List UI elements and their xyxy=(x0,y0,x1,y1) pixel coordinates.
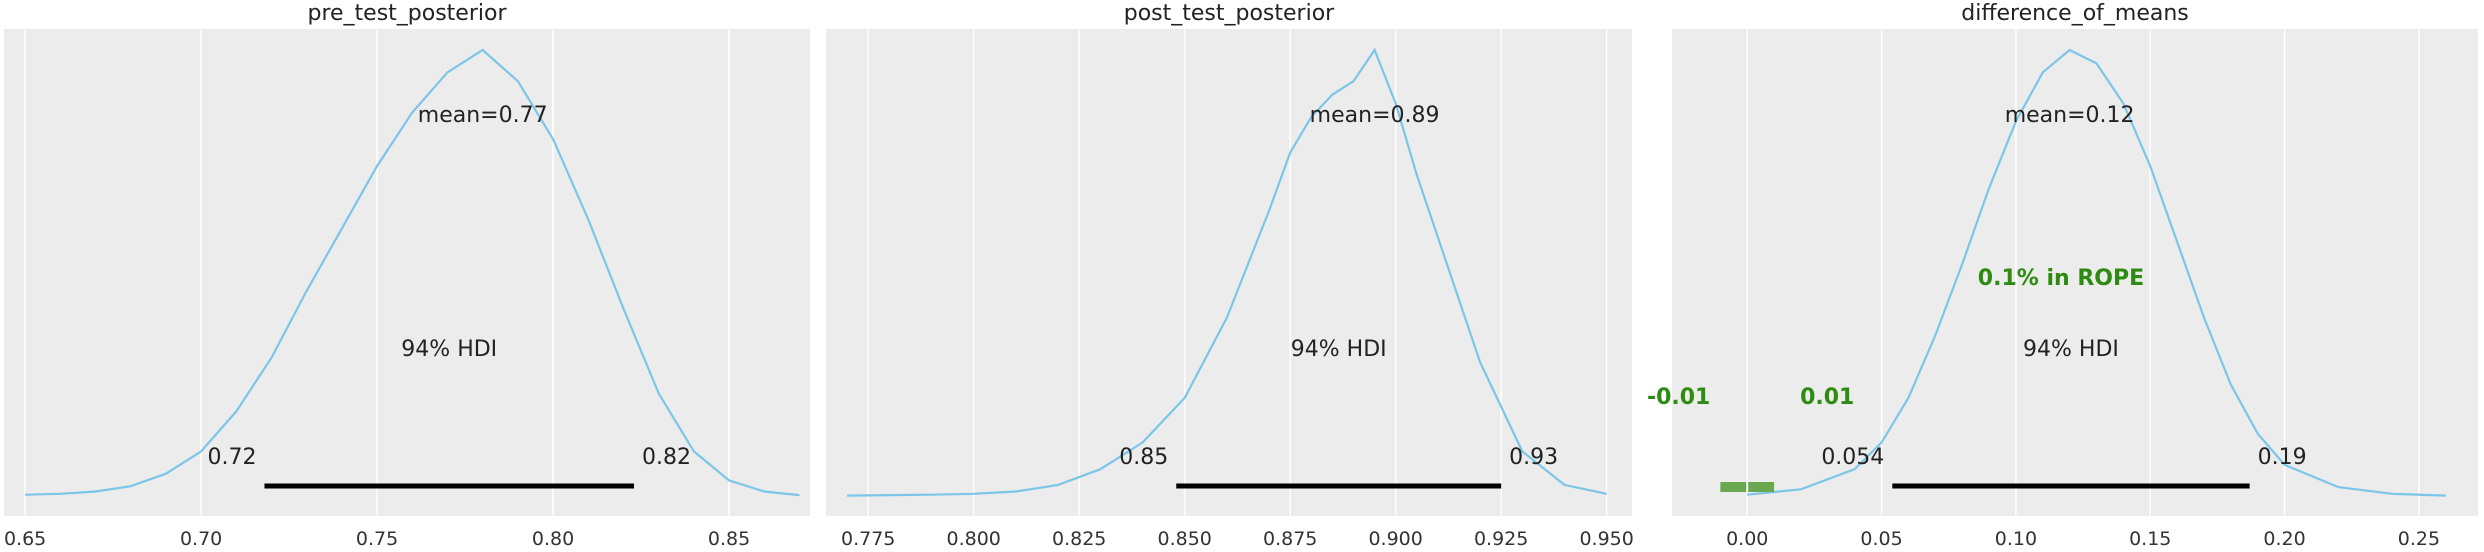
rope-percentage-label: 0.1% in ROPE xyxy=(1978,266,2144,291)
x-tick-label: 0.850 xyxy=(1157,528,1211,550)
hdi-low-label: 0.72 xyxy=(207,445,256,470)
x-tick-label: 0.05 xyxy=(1860,528,1902,550)
hdi-label: 94% HDI xyxy=(2023,337,2119,362)
x-tick-label: 0.75 xyxy=(356,528,398,550)
x-tick-label: 0.900 xyxy=(1368,528,1422,550)
hdi-high-label: 0.19 xyxy=(2258,445,2307,470)
rope-low-label: -0.01 xyxy=(1647,385,1710,410)
x-tick-label: 0.15 xyxy=(2129,528,2171,550)
x-tick-label: 0.950 xyxy=(1579,528,1633,550)
x-tick-label: 0.65 xyxy=(4,528,46,550)
hdi-low-label: 0.054 xyxy=(1821,445,1884,470)
x-tick-label: 0.70 xyxy=(180,528,222,550)
plot-area xyxy=(1672,29,2478,516)
x-tick-label: 0.85 xyxy=(708,528,750,550)
x-tick-label: 0.20 xyxy=(2263,528,2305,550)
plot-area xyxy=(4,29,810,516)
density-curve xyxy=(1747,48,2446,497)
x-tick-label: 0.80 xyxy=(532,528,574,550)
mean-label: mean=0.77 xyxy=(418,103,548,128)
hdi-label: 94% HDI xyxy=(401,337,497,362)
hdi-high-label: 0.82 xyxy=(642,445,691,470)
plot-area xyxy=(826,29,1632,516)
hdi-high-label: 0.93 xyxy=(1509,445,1558,470)
panel-title: post_test_posterior xyxy=(1124,1,1335,26)
x-tick-label: 0.00 xyxy=(1726,528,1768,550)
x-tick-label: 0.25 xyxy=(2398,528,2440,550)
x-tick-label: 0.825 xyxy=(1052,528,1106,550)
x-tick-label: 0.925 xyxy=(1474,528,1528,550)
x-tick-label: 0.10 xyxy=(1995,528,2037,550)
panel-title: pre_test_posterior xyxy=(307,1,507,26)
hdi-label: 94% HDI xyxy=(1291,337,1387,362)
hdi-low-label: 0.85 xyxy=(1119,445,1168,470)
rope-high-label: 0.01 xyxy=(1800,385,1854,410)
density-curve xyxy=(25,48,800,497)
x-tick-label: 0.875 xyxy=(1263,528,1317,550)
mean-label: mean=0.12 xyxy=(2005,103,2135,128)
panel-title: difference_of_means xyxy=(1961,1,2189,26)
mean-label: mean=0.89 xyxy=(1310,103,1440,128)
x-tick-label: 0.800 xyxy=(946,528,1000,550)
x-tick-label: 0.775 xyxy=(841,528,895,550)
density-curve xyxy=(847,47,1607,497)
